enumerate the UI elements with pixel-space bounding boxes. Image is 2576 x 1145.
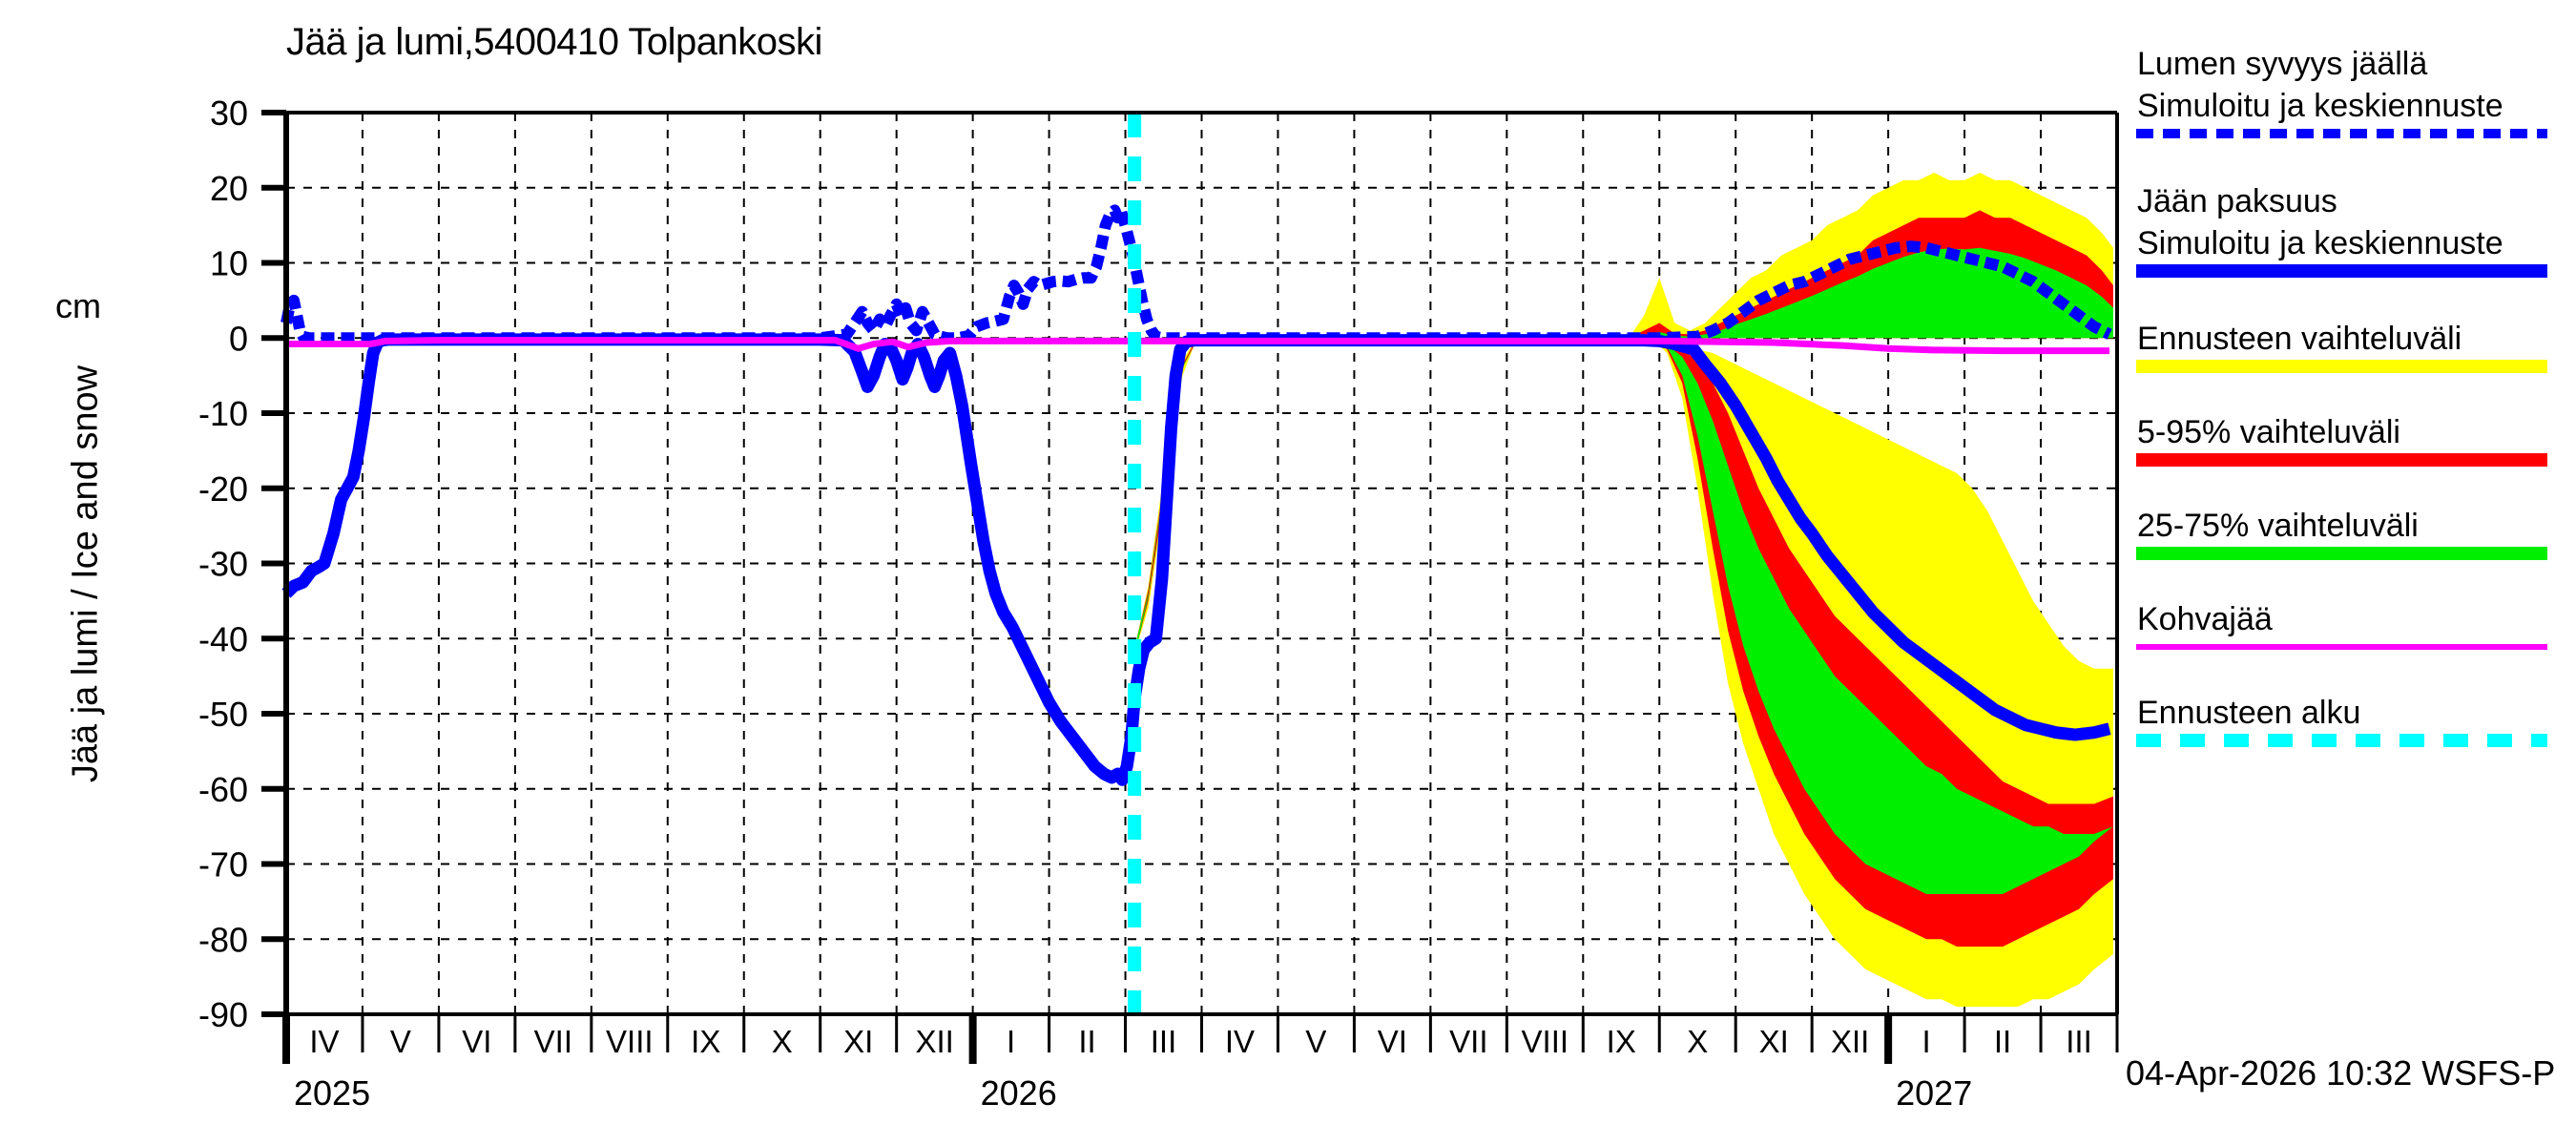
series-lumen <box>280 204 2112 344</box>
footer-timestamp: 04-Apr-2026 10:32 WSFS-P <box>2126 1053 2556 1093</box>
legend-sublabel-ice-thickness: Simuloitu ja keskiennuste <box>2137 225 2503 261</box>
x-tick-label: I <box>1922 1024 1931 1059</box>
y-tick-label: 20 <box>210 169 248 208</box>
x-tick-label: II <box>1078 1024 1095 1059</box>
series-kohvajää <box>286 337 2109 355</box>
y-tick-label: -70 <box>198 845 248 885</box>
y-tick-label: 10 <box>210 244 248 283</box>
x-tick-label: II <box>1994 1024 2011 1059</box>
legend-label-range-25-75: 25-75% vaihteluväli <box>2137 508 2419 544</box>
legend-label-snow-depth-on-ice: Lumen syvyys jäällä <box>2137 46 2428 82</box>
x-tick-label: III <box>2066 1024 2092 1059</box>
y-tick-label: -50 <box>198 695 248 734</box>
y-tick-label: -60 <box>198 770 248 809</box>
x-tick-label: IX <box>1607 1024 1636 1059</box>
x-tick-label: X <box>1687 1024 1708 1059</box>
snow-band-25-75 <box>1136 247 2114 339</box>
x-axis-year-label: 2026 <box>980 1073 1057 1113</box>
y-tick-label: -30 <box>198 545 248 584</box>
x-tick-label: V <box>390 1024 411 1059</box>
page-title: Jää ja lumi,5400410 Tolpankoski <box>286 21 822 63</box>
x-tick-label: VII <box>1449 1024 1487 1059</box>
x-tick-label: III <box>1151 1024 1177 1059</box>
y-tick-label: -20 <box>198 469 248 509</box>
ice-band-25-75 <box>1136 338 2114 894</box>
x-tick-label: VIII <box>606 1024 654 1059</box>
legend-label-forecast-range: Ennusteen vaihteluväli <box>2137 321 2462 357</box>
x-tick-label: XI <box>843 1024 873 1059</box>
y-tick-label: 30 <box>210 94 248 133</box>
x-tick-label: XI <box>1759 1024 1789 1059</box>
x-tick-label: VI <box>1378 1024 1407 1059</box>
y-axis-unit: cm <box>55 286 101 325</box>
y-tick-label: -40 <box>198 619 248 658</box>
x-tick-label: IV <box>309 1024 339 1059</box>
legend-label-slush-ice: Kohvajää <box>2137 601 2273 637</box>
x-tick-label: V <box>1305 1024 1326 1059</box>
y-tick-label: -90 <box>198 995 248 1034</box>
x-axis-year-label: 2025 <box>294 1073 371 1113</box>
x-tick-label: IV <box>1225 1024 1255 1059</box>
x-tick-label: VII <box>534 1024 572 1059</box>
x-axis-year-label: 2027 <box>1896 1073 1973 1113</box>
x-tick-label: I <box>1007 1024 1015 1059</box>
x-tick-label: X <box>772 1024 793 1059</box>
y-tick-label: 0 <box>229 319 248 358</box>
x-tick-label: XII <box>915 1024 953 1059</box>
y-tick-label: -10 <box>198 394 248 433</box>
legend-label-ice-thickness: Jään paksuus <box>2137 183 2337 219</box>
x-tick-label: XII <box>1831 1024 1869 1059</box>
x-tick-label: IX <box>691 1024 720 1059</box>
x-tick-label: VIII <box>1522 1024 1569 1059</box>
legend-sublabel-snow-depth-on-ice: Simuloitu ja keskiennuste <box>2137 88 2503 124</box>
legend-label-range-5-95: 5-95% vaihteluväli <box>2137 414 2400 450</box>
legend-label-forecast-start: Ennusteen alku <box>2137 695 2361 731</box>
x-tick-label: VI <box>462 1024 491 1059</box>
y-tick-label: -80 <box>198 920 248 959</box>
